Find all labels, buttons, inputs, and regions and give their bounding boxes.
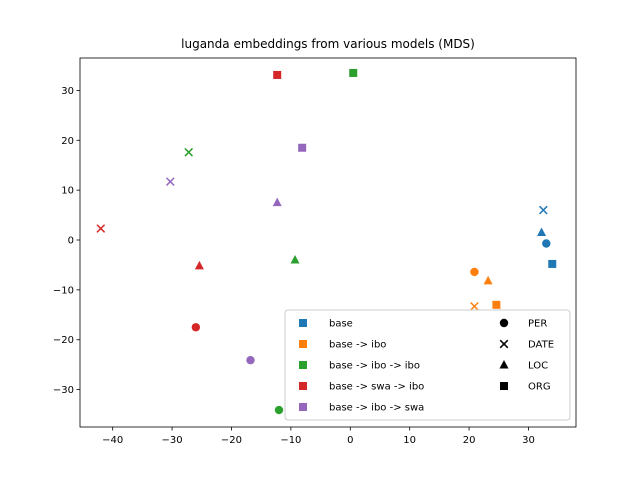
data-point-loc xyxy=(272,197,282,207)
legend-series-label: base -> swa -> ibo xyxy=(329,382,424,393)
y-tick-label: 10 xyxy=(61,186,74,197)
legend-marker-label: ORG xyxy=(528,382,551,393)
legend-series-label: base -> ibo -> ibo xyxy=(329,361,420,372)
x-tick-label: 20 xyxy=(463,435,476,446)
data-point-date xyxy=(184,147,194,157)
legend-series-label: base -> ibo xyxy=(329,340,386,351)
legend-frame xyxy=(284,309,571,421)
legend-marker-per xyxy=(499,318,509,328)
data-points xyxy=(96,68,557,415)
data-point-date xyxy=(96,224,106,233)
data-point-per xyxy=(542,239,551,248)
x-tick-label: −20 xyxy=(221,435,242,446)
data-point-loc xyxy=(483,275,493,285)
legend: base base -> ibo base -> ibo -> ibo base ->… xyxy=(284,309,571,421)
x-tick-label: 10 xyxy=(403,435,416,446)
y-tick-label: 20 xyxy=(61,136,74,147)
x-tick-label: 30 xyxy=(522,435,535,446)
y-tick-label: −10 xyxy=(53,285,74,296)
legend-series-marker xyxy=(299,340,307,348)
legend-series-marker xyxy=(299,361,307,369)
legend-marker-label: LOC xyxy=(528,361,548,372)
y-tick-label: 0 xyxy=(68,236,74,247)
data-point-loc xyxy=(537,227,547,237)
legend-series-marker xyxy=(299,319,307,327)
legend-series-label: base xyxy=(329,319,353,330)
data-point-org xyxy=(273,70,282,79)
data-point-org xyxy=(548,259,557,268)
legend-series-marker xyxy=(299,403,307,411)
data-point-org xyxy=(349,68,358,77)
data-point-date xyxy=(470,301,479,311)
data-point-per xyxy=(246,355,255,365)
y-tick-label: −30 xyxy=(53,385,74,396)
chart-title: luganda embeddings from various models (… xyxy=(181,37,475,51)
x-tick-label: −10 xyxy=(280,435,301,446)
legend-marker-label: DATE xyxy=(528,340,554,351)
data-point-loc xyxy=(194,260,204,270)
axis-ticks: −40 −30 −20 −10 0 10 20 30 −30 −20 −10 0 10 20 30 xyxy=(53,86,535,446)
legend-series-label: base -> ibo -> swa xyxy=(329,403,424,414)
data-point-per xyxy=(274,405,284,415)
data-point-org xyxy=(298,143,307,152)
x-tick-label: −40 xyxy=(102,435,123,446)
data-point-date xyxy=(165,177,175,186)
data-point-org xyxy=(492,300,501,309)
legend-marker-label: PER xyxy=(528,319,547,330)
legend-marker-loc xyxy=(499,360,509,369)
x-tick-label: 0 xyxy=(347,435,353,446)
data-point-loc xyxy=(290,254,300,264)
data-point-per xyxy=(470,267,479,277)
data-point-date xyxy=(538,205,548,215)
y-tick-label: −20 xyxy=(53,335,74,346)
data-point-per xyxy=(191,323,201,332)
plot-area-frame xyxy=(79,57,577,428)
y-tick-label: 30 xyxy=(61,86,74,97)
legend-series-marker xyxy=(299,382,307,390)
legend-marker-date xyxy=(499,339,509,349)
x-tick-label: −30 xyxy=(162,435,183,446)
legend-marker-org xyxy=(500,382,508,390)
